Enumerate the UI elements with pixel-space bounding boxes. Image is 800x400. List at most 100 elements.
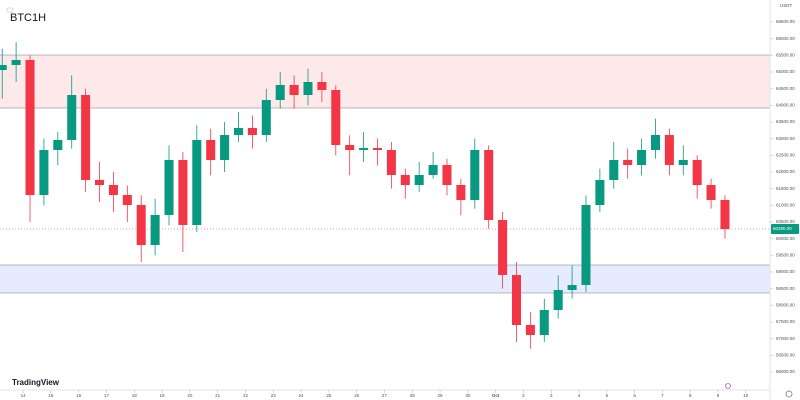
candle-body <box>331 90 341 145</box>
candle-body <box>11 60 21 65</box>
y-tick-label: 59500.00 <box>776 253 795 258</box>
y-tick-label: 58000.00 <box>776 303 795 308</box>
price-zone <box>0 55 770 108</box>
candle-body <box>345 145 355 150</box>
x-tick-label: 2 <box>522 393 525 398</box>
x-tick-label: 5 <box>606 393 609 398</box>
y-tick-label: 64500.00 <box>776 86 795 91</box>
x-tick-label: 23 <box>271 393 277 398</box>
x-tick-label: 30 <box>465 393 471 398</box>
y-tick-label: 62500.00 <box>776 153 795 158</box>
last-price-label: 60290.00 <box>773 226 792 231</box>
y-tick-label: 60500.00 <box>776 219 795 224</box>
candle-body <box>400 175 410 185</box>
candle-body <box>247 128 257 135</box>
y-tick-label: 65500.00 <box>776 53 795 58</box>
x-tick-label: 16 <box>76 393 82 398</box>
x-tick-label: 20 <box>187 393 193 398</box>
candle-body <box>609 160 619 180</box>
candle-body <box>67 95 77 140</box>
y-tick-label: 56500.00 <box>776 353 795 358</box>
candle-body <box>595 180 605 205</box>
candle-body <box>706 185 716 200</box>
y-tick-label: 56000.00 <box>776 369 795 374</box>
candle-body <box>720 200 730 229</box>
candle-body <box>637 150 647 165</box>
candle-body <box>470 150 480 200</box>
candle-body <box>94 180 105 185</box>
candle-body <box>553 290 563 310</box>
y-tick-label: 59000.00 <box>776 269 795 274</box>
x-tick-label: 8 <box>689 393 692 398</box>
candle-body <box>261 100 271 135</box>
y-tick-label: 57500.00 <box>776 319 795 324</box>
collapse-button[interactable] <box>6 7 14 13</box>
x-tick-label: 28 <box>410 393 416 398</box>
x-tick-label: 27 <box>382 393 388 398</box>
candle-body <box>372 148 383 150</box>
x-tick-label: 3 <box>550 393 553 398</box>
x-tick-label: 24 <box>299 393 305 398</box>
candle-body <box>178 160 188 225</box>
x-tick-label: 26 <box>354 393 360 398</box>
x-tick-label: 18 <box>132 393 138 398</box>
x-tick-label: 17 <box>104 393 110 398</box>
x-tick-label: 9 <box>717 393 720 398</box>
y-tick-label: 65000.00 <box>776 69 795 74</box>
last-price-badge <box>771 224 799 234</box>
candle-body <box>289 85 299 95</box>
candle-body <box>511 275 522 325</box>
candles <box>0 42 730 349</box>
candle-body <box>567 285 577 290</box>
x-tick-label: 29 <box>438 393 444 398</box>
candle-body <box>484 150 494 220</box>
candle-body <box>275 85 285 100</box>
x-tick-label: 4 <box>578 393 581 398</box>
y-tick-label: 58500.00 <box>776 286 795 291</box>
candle-body <box>53 140 63 150</box>
settings-button[interactable] <box>785 390 793 398</box>
x-tick-label: 10 <box>743 393 749 398</box>
y-tick-label: 57000.00 <box>776 336 795 341</box>
candle-body <box>456 185 466 200</box>
candle-body <box>136 205 146 245</box>
event-marker[interactable] <box>725 383 731 389</box>
x-tick-label: 6 <box>633 393 636 398</box>
y-tick-label: 66500.00 <box>776 19 795 24</box>
chart-title: BTC1H <box>10 12 46 24</box>
candle-body <box>303 82 313 95</box>
candle-body <box>442 165 452 185</box>
candle-body <box>539 310 549 335</box>
candle-body <box>678 160 688 165</box>
candle-body <box>428 165 438 175</box>
candle-body <box>0 65 7 70</box>
x-tick-label: 25 <box>326 393 332 398</box>
x-tick-label: 19 <box>160 393 166 398</box>
x-tick-label: 22 <box>243 393 249 398</box>
candle-body <box>386 150 396 175</box>
y-tick-label: 66000.00 <box>776 36 795 41</box>
x-tick-label: 15 <box>48 393 54 398</box>
y-tick-label: 62000.00 <box>776 169 795 174</box>
y-tick-label: 63000.00 <box>776 136 795 141</box>
x-tick-label: 7 <box>661 393 664 398</box>
y-tick-label: 64000.00 <box>776 103 795 108</box>
candle-body <box>122 195 132 205</box>
candle-body <box>220 135 230 160</box>
x-tick-label: Oct <box>492 393 500 398</box>
x-tick-label: 21 <box>215 393 221 398</box>
candle-body <box>623 160 633 165</box>
candle-body <box>414 175 424 185</box>
candle-body <box>498 220 508 275</box>
y-tick-label: 61000.00 <box>776 203 795 208</box>
x-tick-label: 14 <box>21 393 27 398</box>
candle-body <box>359 148 369 150</box>
candle-body <box>108 185 118 195</box>
candle-body <box>525 325 535 335</box>
candle-body <box>317 82 327 90</box>
candle-body <box>664 135 674 165</box>
candle-body <box>206 140 216 160</box>
candle-body <box>150 215 160 245</box>
